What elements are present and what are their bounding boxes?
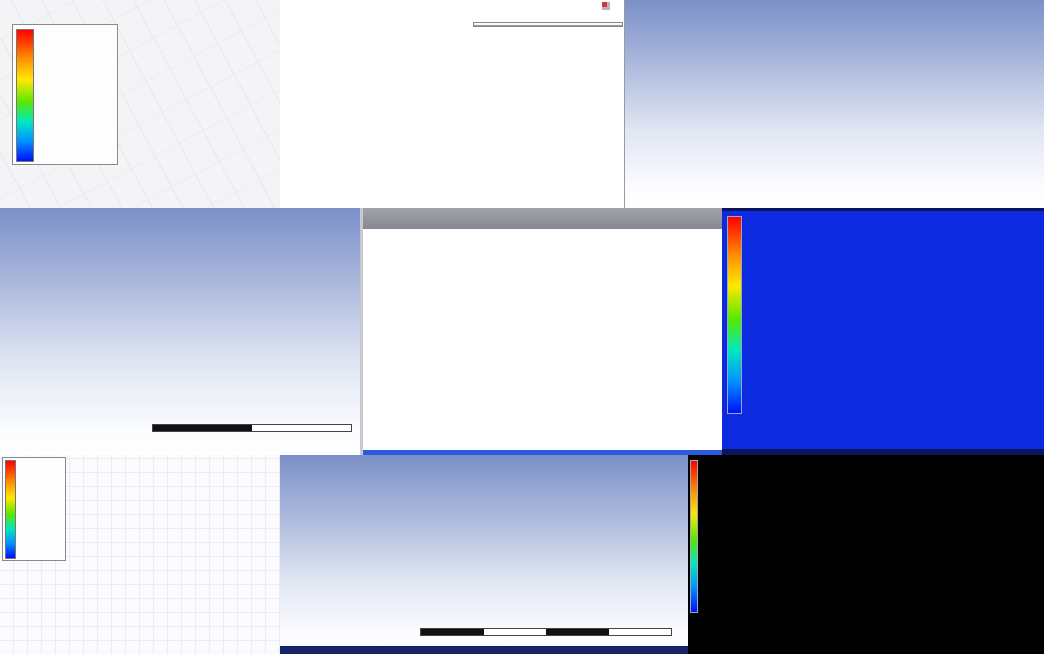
curve-table-header [474,23,622,26]
col-max [554,23,588,25]
col-rms [588,23,620,25]
velocity-legend [727,214,746,414]
scale-bar [420,628,672,636]
bottom-strip [280,646,688,654]
phase-angle-chart [393,384,722,450]
panel-frequency-response [360,208,722,455]
curve-info-table [473,22,623,27]
wheel-deformation-render [95,208,360,433]
b-field-legend [2,457,66,561]
velocity-contour-render [722,208,1044,455]
rainbow-colorbar [690,460,698,613]
panel-harmonic-response-10000hz [625,0,1044,208]
col-curve-info [474,23,554,25]
rainbow-colorbar [5,460,16,559]
b-field-legend [12,24,118,165]
panel-particle-streamlines [688,455,1044,654]
scale-ruler [420,627,672,637]
panel-phase-current-plot [280,0,625,208]
streamlines-render [688,455,1044,654]
amplitude-chart [393,234,722,384]
particle-id-legend [690,458,702,613]
panel-maxwell-coil-field [0,0,280,208]
top-strip [722,208,1044,211]
scale-ruler [152,423,352,433]
bottom-strip [722,449,1044,455]
current-waveforms-chart [280,0,625,208]
panel-cfd-velocity-contour [722,208,1044,455]
panel-harmonic-response-2000hz [0,208,360,455]
scale-bar [152,424,352,432]
bottom-strip [363,450,722,455]
rainbow-colorbar [727,216,742,414]
rainbow-colorbar [16,29,34,162]
frequency-response-titlebar[interactable] [363,208,722,229]
panel-acoustic-pressure [280,455,688,654]
wheel-deformation-render [755,0,1044,208]
window-icon[interactable] [602,2,610,10]
plot-corner [599,2,610,10]
panel-maxwell-ring-field [0,455,280,654]
acoustic-disc-render [380,455,610,654]
